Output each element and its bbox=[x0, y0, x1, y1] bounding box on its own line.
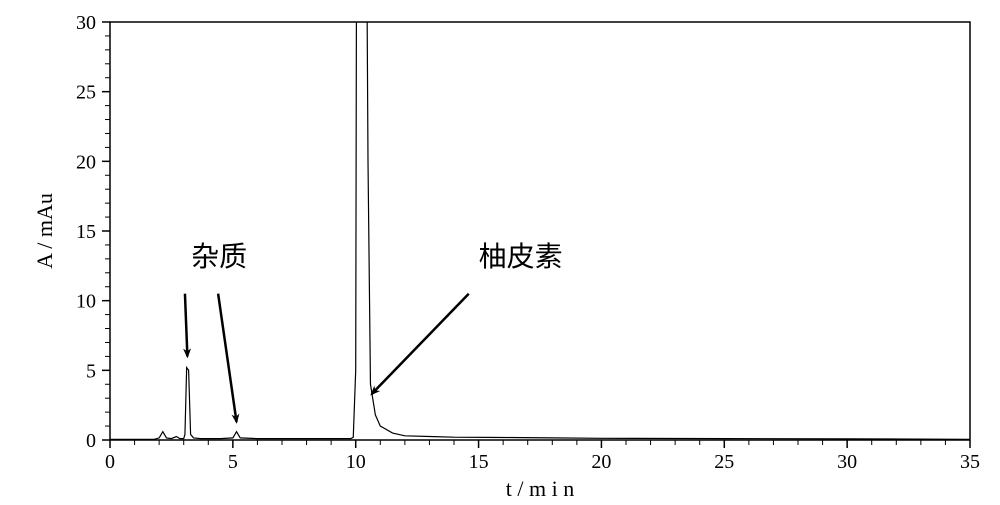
x-tick-label: 5 bbox=[228, 451, 238, 473]
y-tick-label: 15 bbox=[76, 221, 96, 243]
naringenin-annotation-label: 柚皮素 bbox=[479, 241, 563, 273]
x-tick-label: 25 bbox=[714, 451, 734, 473]
x-tick-label: 35 bbox=[960, 451, 980, 473]
y-tick-label: 25 bbox=[76, 82, 96, 104]
impurity-annotation-label: 杂质 bbox=[191, 241, 247, 273]
y-axis-label: A / mAu bbox=[32, 193, 57, 269]
impurity-annotation-arrow-0 bbox=[185, 294, 187, 357]
y-tick-label: 5 bbox=[86, 360, 96, 382]
y-tick-label: 0 bbox=[86, 430, 96, 452]
x-tick-label: 20 bbox=[591, 451, 611, 473]
chromatogram-trace bbox=[110, 0, 970, 439]
x-tick-label: 10 bbox=[346, 451, 366, 473]
x-axis-label: t / m i n bbox=[506, 476, 574, 501]
naringenin-annotation-arrow-0 bbox=[372, 294, 469, 394]
x-tick-label: 0 bbox=[105, 451, 115, 473]
y-tick-label: 10 bbox=[76, 291, 96, 313]
y-tick-label: 20 bbox=[76, 151, 96, 173]
x-tick-label: 15 bbox=[469, 451, 489, 473]
impurity-annotation-arrow-1 bbox=[218, 294, 236, 422]
x-tick-label: 30 bbox=[837, 451, 857, 473]
chart-svg: 0 5 10 15 20 25 30 35 t / m i n 0 5 10 15 20 25 30 A / m… bbox=[0, 0, 1000, 505]
chromatogram-chart: 0 5 10 15 20 25 30 35 t / m i n 0 5 10 15 20 25 30 A / m… bbox=[0, 0, 1000, 505]
y-tick-label: 30 bbox=[76, 12, 96, 34]
